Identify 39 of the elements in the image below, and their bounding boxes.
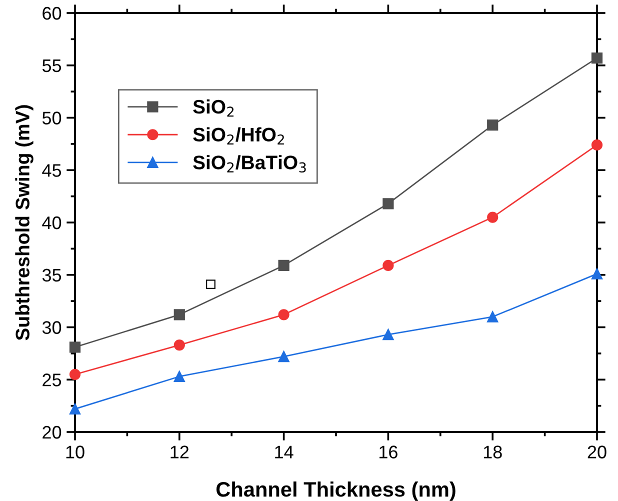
point (69, 403, 81, 415)
point (487, 212, 498, 223)
legend-label: SiO$_{2}$/HfO$_{2}$ (193, 127, 284, 145)
y-tick-label: 25 (42, 374, 62, 386)
legend-label: SiO$_{2}$/BaTiO$_{3}$ (193, 155, 306, 173)
y-tick-label: 55 (42, 59, 62, 72)
y-tick-label: 20 (42, 426, 62, 439)
point (382, 260, 394, 272)
point (591, 268, 603, 280)
y-tick-label: 30 (42, 321, 62, 334)
point (487, 120, 498, 131)
y-tick-label: 40 (42, 216, 62, 230)
x-tick-label: 18 (484, 446, 502, 458)
point (591, 52, 603, 64)
x-axis-title: Channel Thickness (nm) (216, 481, 456, 501)
point (69, 342, 81, 353)
point (174, 370, 185, 382)
x-tick-label: 20 (588, 446, 606, 458)
y-axis-title: Subthreshold Swing (mV) (15, 105, 34, 340)
point (591, 139, 603, 151)
point (278, 309, 290, 320)
x-tick-label: 16 (380, 446, 398, 458)
point (382, 198, 394, 210)
y-tick-label: 35 (42, 268, 62, 282)
x-tick-label: 10 (66, 446, 84, 458)
x-tick-label: 14 (275, 446, 294, 458)
x-tick-label: 12 (170, 446, 189, 458)
point (487, 311, 498, 322)
point (278, 351, 290, 362)
point (174, 309, 185, 320)
y-tick-label: 50 (42, 112, 62, 124)
point (382, 329, 394, 340)
point (69, 368, 81, 380)
legend-label: SiO$_{2}$ (193, 99, 234, 117)
point (278, 260, 290, 272)
y-tick-label: 45 (42, 164, 62, 177)
y-tick-label: 60 (42, 6, 62, 20)
point (174, 340, 185, 351)
point (206, 280, 216, 290)
